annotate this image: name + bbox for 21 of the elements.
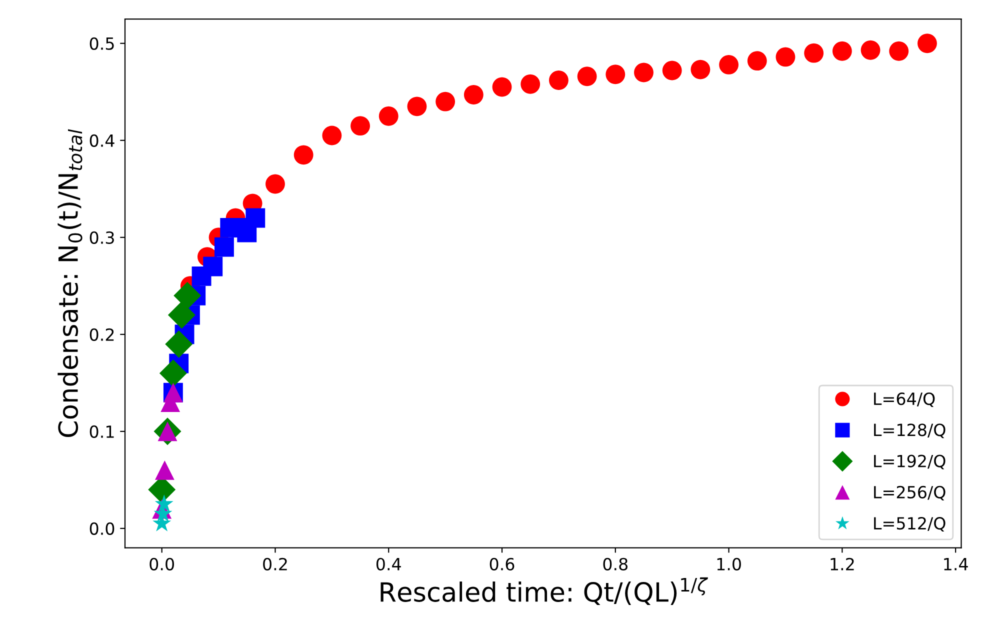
y-tick-label: 0.0	[90, 522, 114, 535]
x-tick-label: 0.6	[490, 558, 514, 570]
x-tick-label: 1.4	[944, 558, 968, 570]
y-tick-label: 0.3	[90, 231, 114, 244]
x-tick-label: 0.8	[603, 558, 628, 570]
x-tick-label: 0.0	[150, 558, 174, 570]
x-tick-label: 0.4	[376, 558, 401, 570]
x-tick-label: 1.0	[717, 558, 741, 570]
y-tick-label: 0.5	[90, 37, 114, 50]
y-tick-label: 0.2	[90, 328, 114, 341]
x-axis-title: Rescaled time: Qt/(QL)$^{1/ζ}$	[380, 577, 708, 606]
legend-label: L=128/Q	[874, 424, 946, 438]
x-tick-label: 0.2	[263, 558, 287, 570]
y-axis-title: Condensate: N$_{0}$(t)/N$_{total}$	[58, 129, 82, 438]
legend-label: L=512/Q	[874, 516, 946, 532]
legend-label: L=256/Q	[874, 486, 946, 500]
y-tick-label: 0.1	[90, 425, 114, 438]
x-tick-label: 1.2	[830, 558, 854, 570]
y-tick-label: 0.4	[90, 134, 114, 147]
legend-label: L=192/Q	[874, 454, 946, 470]
legend-label: L=64/Q	[874, 392, 935, 407]
